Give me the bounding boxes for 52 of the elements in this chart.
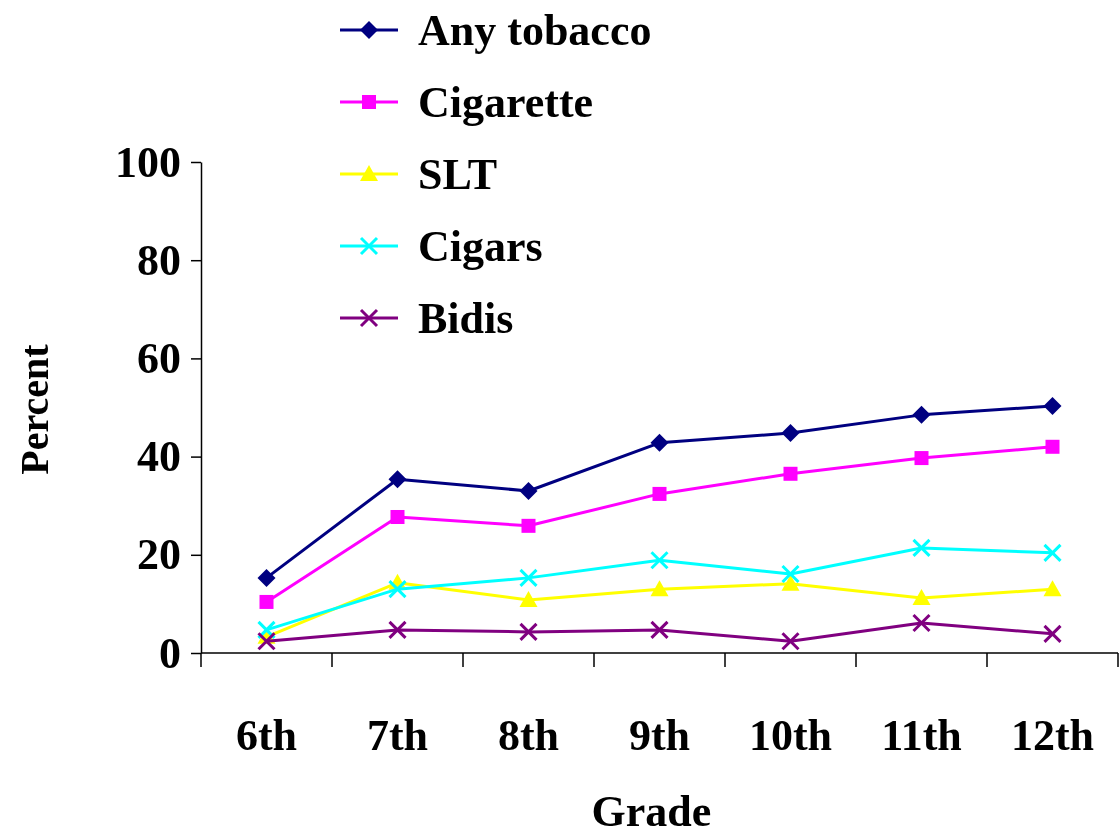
y-tick-label: 40 <box>137 432 181 482</box>
point <box>1043 543 1062 563</box>
point <box>914 451 929 466</box>
x-axis-title: Grade <box>591 787 712 834</box>
y-tick-label: 20 <box>137 530 181 580</box>
point <box>650 580 669 597</box>
point <box>650 620 669 640</box>
point <box>912 538 931 558</box>
point <box>257 631 276 651</box>
point <box>781 564 800 584</box>
point <box>912 589 931 606</box>
x-tick-label: 12th <box>1010 711 1095 760</box>
point <box>519 568 538 588</box>
point <box>519 622 538 642</box>
point <box>519 481 538 500</box>
point <box>652 486 667 501</box>
x-tick-label: 7th <box>366 711 429 760</box>
point <box>781 631 800 651</box>
point <box>388 620 407 640</box>
legend-label: Cigarette <box>418 78 594 127</box>
point <box>912 613 931 633</box>
point <box>388 470 407 489</box>
point <box>1043 624 1062 644</box>
legend-label: SLT <box>418 150 498 199</box>
point <box>650 433 669 452</box>
point <box>519 590 538 607</box>
x-tick-label: 8th <box>497 711 560 760</box>
x-tick-label: 11th <box>881 711 962 760</box>
legend-label: Cigars <box>418 222 543 271</box>
y-tick-label: 60 <box>137 333 181 383</box>
y-tick-label: 0 <box>159 628 181 678</box>
x-tick-label: 6th <box>235 711 298 760</box>
point <box>1043 397 1062 416</box>
y-tick-label: 80 <box>137 235 181 285</box>
legend-label: Any tobacco <box>418 6 652 55</box>
point <box>259 594 274 609</box>
point <box>781 574 800 591</box>
legend-label: Bidis <box>418 294 514 343</box>
y-tick-label: 100 <box>115 137 181 187</box>
point <box>650 550 669 570</box>
point <box>783 466 798 481</box>
point <box>388 579 407 599</box>
point <box>257 568 276 587</box>
point <box>1043 580 1062 597</box>
x-tick-label: 9th <box>628 711 691 760</box>
point <box>521 518 536 533</box>
point <box>781 424 800 443</box>
point <box>1045 439 1060 454</box>
x-tick-label: 10th <box>748 711 833 760</box>
point <box>390 509 405 524</box>
y-axis-title: Percent <box>12 343 57 475</box>
point <box>912 405 931 424</box>
